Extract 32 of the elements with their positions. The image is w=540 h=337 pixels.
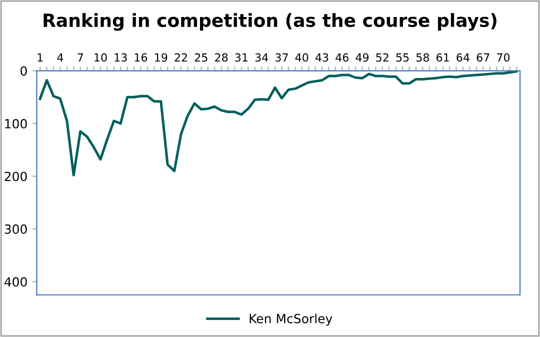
y-tick-label: 100 bbox=[5, 118, 27, 128]
x-tick-label: 34 bbox=[255, 53, 268, 62]
x-tick-label: 16 bbox=[134, 53, 148, 62]
x-tick-label: 31 bbox=[235, 53, 248, 62]
x-tick-label: 1 bbox=[38, 53, 43, 62]
x-tick-label: 70 bbox=[497, 53, 510, 62]
x-tick-label: 37 bbox=[276, 53, 288, 62]
y-tick-label: 0 bbox=[20, 66, 27, 76]
x-tick-label: 40 bbox=[295, 53, 308, 62]
x-tick-label: 58 bbox=[416, 53, 429, 62]
x-tick-label: 43 bbox=[315, 53, 328, 62]
x-tick-label: 67 bbox=[476, 53, 490, 62]
x-tick-label: 61 bbox=[436, 53, 449, 62]
x-tick-label: 7 bbox=[78, 53, 83, 62]
x-tick-label: 19 bbox=[155, 53, 168, 62]
x-tick-label: 55 bbox=[396, 53, 409, 62]
legend-label: Ken McSorley bbox=[250, 314, 332, 326]
chart-title: Ranking in competition (as the course plays) bbox=[44, 13, 496, 31]
x-tick-label: 64 bbox=[456, 53, 470, 62]
x-tick-label: 10 bbox=[94, 53, 107, 62]
x-tick-label: 4 bbox=[57, 53, 64, 62]
x-tick-label: 49 bbox=[356, 53, 369, 62]
x-tick-label: 28 bbox=[215, 53, 228, 62]
x-tick-label: 22 bbox=[174, 53, 187, 62]
line-series bbox=[38, 70, 518, 176]
x-tick-label: 52 bbox=[376, 53, 388, 62]
x-tick-label: 25 bbox=[194, 53, 208, 62]
y-tick-label: 300 bbox=[4, 224, 27, 234]
x-tick-label: 13 bbox=[114, 53, 127, 62]
y-tick-label: 200 bbox=[4, 172, 27, 182]
x-tick-label: 46 bbox=[336, 53, 349, 62]
y-tick-label: 400 bbox=[4, 277, 27, 287]
